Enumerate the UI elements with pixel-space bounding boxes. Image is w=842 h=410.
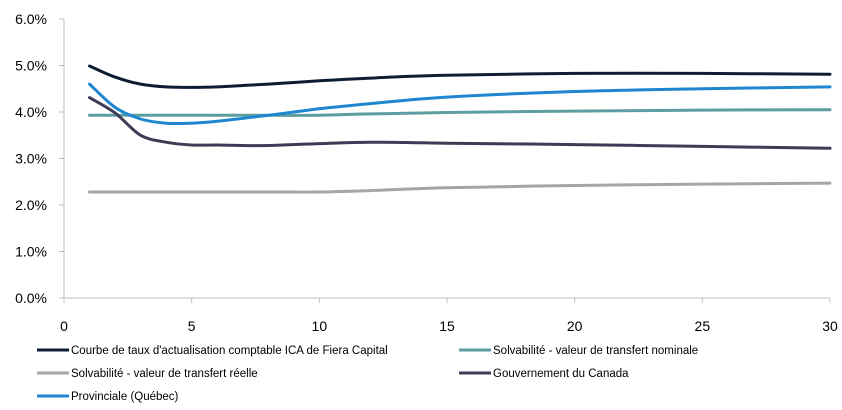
- series-lines: [88, 64, 832, 194]
- legend-label: Solvabilité - valeur de transfert nomina…: [493, 345, 698, 357]
- series-line-real-transfer-value: [88, 181, 832, 194]
- legend-label: Provinciale (Québec): [71, 391, 179, 403]
- y-tick-label: 0.0%: [15, 290, 47, 306]
- legend-label: Solvabilité - valeur de transfert réelle: [71, 368, 258, 380]
- y-tick-label: 2.0%: [15, 197, 47, 213]
- x-tick-label: 0: [60, 318, 68, 334]
- y-tick-label: 6.0%: [15, 11, 47, 27]
- axes: 0.0% 1.0% 2.0% 3.0% 4.0% 5.0% 6.0% 0 5 10 15 20 25 30: [15, 11, 838, 334]
- x-tick-label: 5: [188, 318, 196, 334]
- series-line-fiera-capital-curve: [88, 64, 832, 89]
- legend-item-real-transfer-value: Solvabilité - valeur de transfert réelle: [37, 368, 258, 380]
- y-tick-label: 4.0%: [15, 104, 47, 120]
- legend-item-nominal-transfer-value: Solvabilité - valeur de transfert nomina…: [459, 345, 698, 357]
- legend-item-government-of-canada: Gouvernement du Canada: [459, 368, 629, 380]
- legend-label: Gouvernement du Canada: [493, 368, 629, 380]
- y-tick-label: 1.0%: [15, 244, 47, 260]
- legend-item-provincial-quebec: Provinciale (Québec): [37, 391, 179, 403]
- x-tick-label: 30: [822, 318, 838, 334]
- x-tick-label: 20: [567, 318, 583, 334]
- series-line-government-of-canada: [88, 96, 832, 150]
- series-line-nominal-transfer-value: [88, 108, 832, 117]
- legend-label: Courbe de taux d'actualisation comptable…: [71, 345, 388, 357]
- y-tick-label: 5.0%: [15, 58, 47, 74]
- x-tick-label: 25: [695, 318, 711, 334]
- series-line-provincial-quebec: [88, 82, 832, 126]
- legend-item-fiera-capital-curve: Courbe de taux d'actualisation comptable…: [37, 345, 388, 357]
- legend: Courbe de taux d'actualisation comptable…: [37, 345, 698, 403]
- y-tick-label: 3.0%: [15, 151, 47, 167]
- x-tick-label: 15: [439, 318, 455, 334]
- x-tick-label: 10: [312, 318, 328, 334]
